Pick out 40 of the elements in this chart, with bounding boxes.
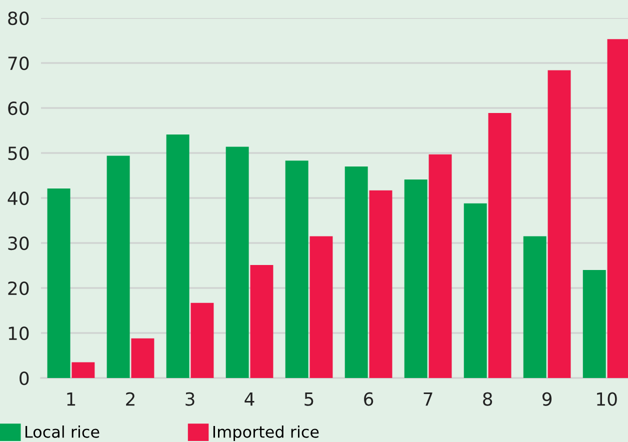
y-tick-label: 0 (20, 371, 29, 386)
y-tick-label: 10 (8, 326, 29, 340)
y-tick-label: 60 (8, 101, 29, 116)
y-tick-label: 50 (8, 146, 29, 160)
bar (548, 70, 571, 378)
bar (344, 166, 368, 378)
bar (464, 203, 487, 378)
legend-label: Imported rice (213, 426, 319, 441)
bar (488, 112, 512, 378)
bar (190, 302, 214, 378)
x-tick-label: 4 (244, 392, 254, 406)
bar (72, 362, 95, 378)
bar (106, 156, 130, 378)
bar (404, 180, 428, 378)
x-tick-label: 5 (304, 392, 314, 406)
x-tick-label: 8 (483, 392, 492, 406)
x-tick-label: 1 (67, 392, 76, 406)
bar (250, 265, 274, 378)
bar (428, 154, 452, 378)
x-tick-label: 10 (597, 392, 617, 406)
bar (226, 146, 249, 378)
bar (369, 190, 392, 378)
y-tick-label: 70 (8, 56, 29, 70)
y-tick-label: 30 (8, 236, 29, 250)
bar (166, 134, 190, 378)
x-tick-label: 7 (424, 392, 432, 406)
bar (131, 338, 154, 378)
y-tick-label: 20 (8, 281, 29, 296)
x-tick-label: 6 (364, 392, 374, 406)
bar (582, 270, 606, 378)
x-tick-label: 3 (186, 392, 194, 406)
x-tick-label: 2 (126, 392, 134, 406)
x-tick-label: 9 (542, 392, 552, 406)
legend-label: Local rice (26, 426, 100, 438)
y-tick-label: 40 (8, 191, 29, 206)
bar (523, 236, 546, 378)
bar (310, 236, 333, 378)
bar (285, 160, 308, 378)
bar (47, 188, 70, 378)
y-tick-label: 80 (8, 11, 29, 26)
